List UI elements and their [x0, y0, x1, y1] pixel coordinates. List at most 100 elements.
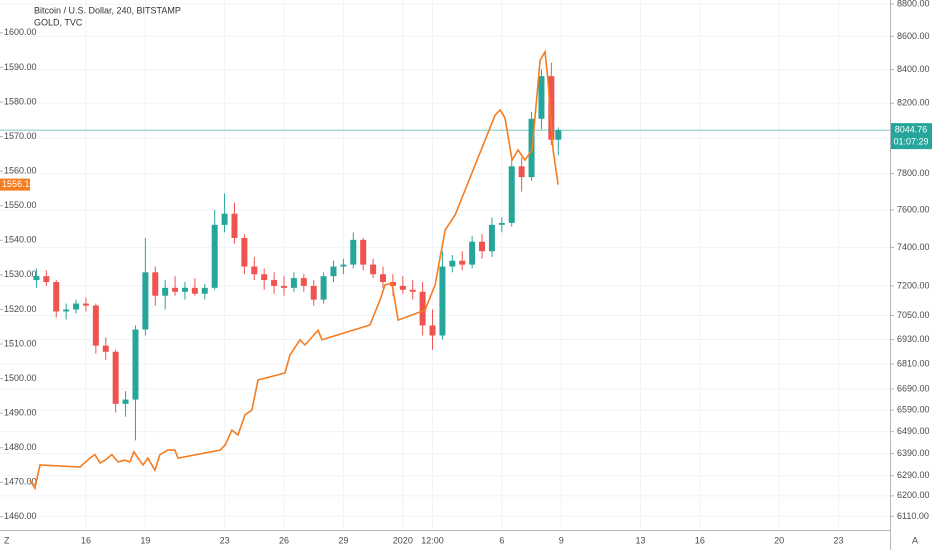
candle-body: [498, 222, 505, 225]
candle-body: [162, 287, 169, 296]
y-tick-label: 1480.00: [4, 442, 37, 452]
candle-body: [191, 287, 198, 294]
overlay-line: [29, 49, 559, 491]
auto-scale-toggle[interactable]: A: [912, 535, 918, 545]
candle-body: [488, 224, 495, 252]
y-tick-label: 1570.00: [4, 131, 37, 141]
y2-tick-label: 8200.00: [897, 98, 930, 108]
candle-body: [271, 280, 278, 286]
y-tick-label: 1590.00: [4, 62, 37, 72]
axes: [0, 0, 891, 550]
y-tick-label: 1470.00: [4, 477, 37, 487]
candle-body: [221, 213, 228, 225]
y2-tick-label: 6390.00: [897, 448, 930, 458]
x-tick-label: 23: [834, 535, 844, 545]
x-tick-label: 13: [635, 535, 645, 545]
x-tick-label: 2020: [393, 535, 413, 545]
candle-body: [449, 260, 456, 267]
y-tick-label: 1580.00: [4, 96, 37, 106]
y2-tick-label: 6810.00: [897, 358, 930, 368]
candle-body: [152, 272, 159, 296]
y2-tick-label: 7600.00: [897, 204, 930, 214]
last-price-badge: [890, 123, 932, 150]
candle-body: [508, 166, 515, 223]
candle-body: [555, 130, 562, 140]
x-tick-label: 12:00: [421, 535, 444, 545]
candle-body: [231, 213, 238, 238]
x-tick-label: 29: [338, 535, 348, 545]
candle-body: [518, 166, 525, 178]
candle-body: [172, 287, 179, 292]
candle-body: [419, 291, 426, 326]
candle-body: [459, 260, 466, 265]
y-tick-label: 1520.00: [4, 304, 37, 314]
overlay-title: GOLD, TVC: [34, 17, 83, 27]
y2-tick-label: 6930.00: [897, 334, 930, 344]
x-tick-label: 26: [279, 535, 289, 545]
y2-tick-label: 6590.00: [897, 405, 930, 415]
candle-body: [261, 274, 268, 281]
candle-body: [280, 285, 287, 288]
y2-tick-label: 6490.00: [897, 426, 930, 436]
candle-body: [73, 303, 80, 310]
candle-body: [340, 264, 347, 267]
y2-tick-label: 6690.00: [897, 383, 930, 393]
candle-body: [251, 266, 258, 275]
candle-body: [360, 239, 367, 265]
candle-body: [92, 305, 99, 346]
candle-body: [112, 351, 119, 404]
y-tick-label: 1540.00: [4, 235, 37, 245]
candle-body: [439, 266, 446, 336]
candle-body: [380, 274, 387, 282]
y2-tick-label: 6110.00: [897, 511, 929, 521]
y-tick-label: 1490.00: [4, 408, 37, 418]
x-tick-label: 6: [499, 535, 504, 545]
y2-tick-label: 6290.00: [897, 470, 930, 480]
last-price-label: 8044.76: [895, 125, 928, 135]
y-tick-label: 1510.00: [4, 338, 37, 348]
y2-tick-label: 7800.00: [897, 168, 930, 178]
candle-body: [370, 264, 377, 275]
candle-body: [330, 266, 337, 277]
candle-body: [53, 281, 60, 312]
candle-body: [409, 289, 416, 292]
candle-body: [548, 76, 555, 140]
candle-body: [201, 287, 208, 294]
series-title: Bitcoin / U.S. Dollar, 240, BITSTAMP: [34, 5, 181, 15]
y-tick-label: 1600.00: [4, 27, 37, 37]
y2-tick-label: 7400.00: [897, 242, 930, 252]
y-tick-label: 1530.00: [4, 269, 37, 279]
overlay-last-label: 1556.10: [2, 179, 35, 189]
candle-body: [310, 285, 317, 300]
x-tick-label: 16: [695, 535, 705, 545]
x-tick-label: 23: [220, 535, 230, 545]
y2-tick-label: 7050.00: [897, 310, 930, 320]
candle-body: [43, 276, 50, 282]
candle-body: [479, 241, 486, 252]
x-tick-label: 9: [559, 535, 564, 545]
candle-body: [122, 399, 129, 404]
candle-body: [538, 76, 545, 119]
y2-tick-label: 8400.00: [897, 64, 930, 74]
candle-body: [399, 285, 406, 290]
candle-body: [102, 345, 109, 352]
y2-tick-label: 7200.00: [897, 280, 930, 290]
x-tick-label: 19: [140, 535, 150, 545]
x-tick-label: 16: [81, 535, 91, 545]
candle-body: [132, 329, 139, 400]
x-tick-label: 20: [774, 535, 784, 545]
log-toggle[interactable]: Z: [4, 535, 10, 545]
y2-tick-label: 8800.00: [897, 0, 930, 9]
y-tick-label: 1560.00: [4, 166, 37, 176]
candle-body: [350, 239, 357, 265]
candle-body: [429, 325, 436, 336]
candle-body: [142, 272, 149, 330]
bar-countdown: 01:07:29: [893, 137, 928, 147]
candle-body: [389, 281, 396, 286]
candle-body: [290, 278, 297, 288]
y-tick-label: 1550.00: [4, 200, 37, 210]
candle-body: [33, 276, 40, 281]
y-tick-label: 1460.00: [4, 511, 37, 521]
